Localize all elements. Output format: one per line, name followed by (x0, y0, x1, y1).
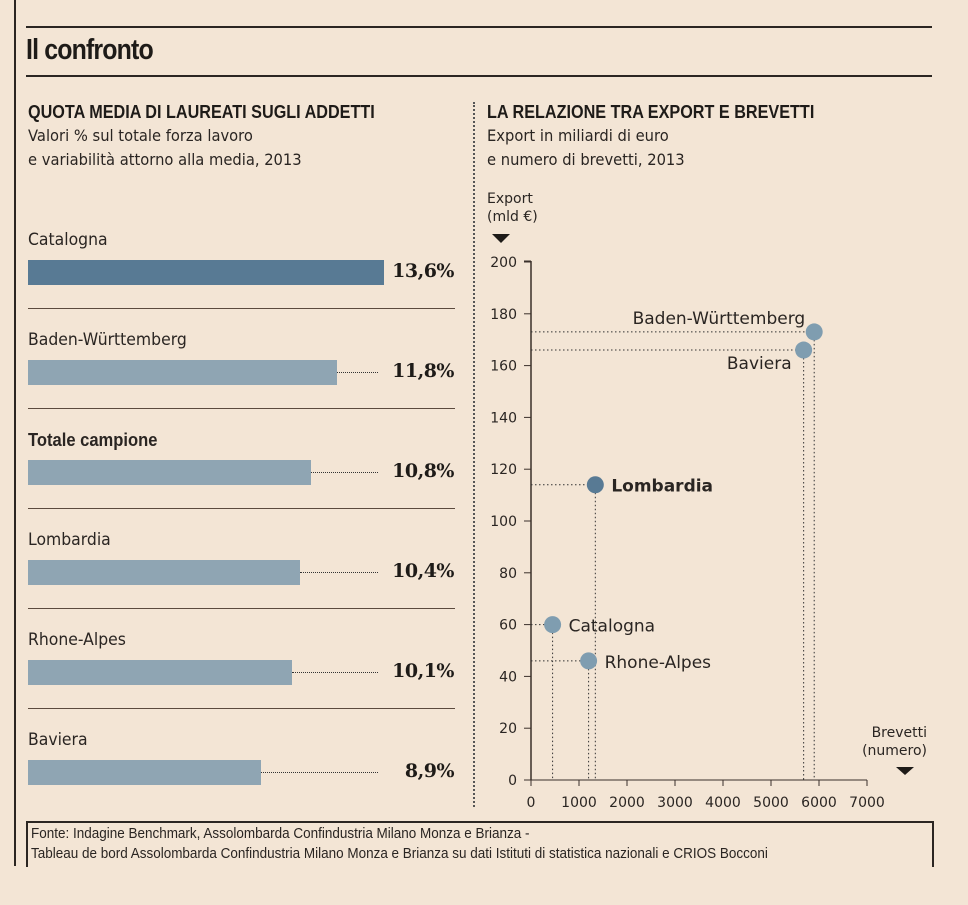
y-tick-label: 140 (490, 410, 517, 426)
bar-label-rhone-alpes: Rhone-Alpes (28, 630, 126, 650)
y-tick-label: 180 (490, 307, 517, 323)
bar-label-catalogna: Catalogna (28, 230, 108, 250)
page-title: Il confronto (26, 34, 154, 66)
point-rhone-alpes (580, 652, 598, 670)
x-tick-label: 1000 (561, 795, 597, 811)
x-tick-label: 6000 (801, 795, 837, 811)
x-tick-label: 3000 (657, 795, 693, 811)
row-separator (28, 508, 455, 509)
x-tick-label: 7000 (849, 795, 885, 811)
variability-line-totale-campione (310, 472, 378, 473)
y-tick-label: 160 (490, 359, 517, 375)
variability-line-baviera (260, 772, 378, 773)
row-separator (28, 608, 455, 609)
y-tick-label: 0 (508, 773, 517, 789)
y-tick-label: 40 (499, 669, 517, 685)
bar-value-lombardia: 10,4% (392, 560, 454, 582)
point-label-rhone-alpes: Rhone-Alpes (605, 653, 712, 673)
point-label-lombardia: Lombardia (611, 477, 713, 497)
point-baden-w-rttemberg (805, 323, 823, 341)
point-label-baviera: Baviera (727, 354, 792, 374)
bar-chart-subtitle-1: Valori % sul totale forza lavoro (28, 126, 253, 145)
bar-baviera (28, 760, 261, 785)
title-rule (26, 75, 932, 77)
bar-value-baviera: 8,9% (404, 760, 455, 782)
bar-baden-w-rttemberg (28, 360, 337, 385)
x-tick-label: 4000 (705, 795, 741, 811)
row-separator (28, 408, 455, 409)
bar-label-lombardia: Lombardia (28, 530, 111, 550)
panel-divider (473, 102, 475, 807)
y-axis-label: (mld €) (487, 209, 538, 225)
x-tick-label: 0 (527, 795, 536, 811)
x-axis-label: Brevetti (872, 725, 927, 741)
point-lombardia (586, 476, 604, 494)
source-box (26, 821, 934, 867)
bar-label-baden-w-rttemberg: Baden-Württemberg (28, 330, 187, 350)
bar-value-totale-campione: 10,8% (392, 460, 454, 482)
scatter-chart-title: LA RELAZIONE TRA EXPORT E BREVETTI (487, 102, 815, 122)
row-separator (28, 308, 455, 309)
x-axis-label: (numero) (862, 743, 927, 759)
bar-label-totale-campione: Totale campione (28, 430, 158, 450)
point-label-baden-w-rttemberg: Baden-Württemberg (633, 309, 806, 329)
bar-lombardia (28, 560, 301, 585)
variability-line-lombardia (300, 572, 378, 573)
point-catalogna (544, 616, 562, 634)
scatter-chart: Export (mld €) 0 20 40 60 80 100 120 140 160 180 200… (487, 191, 927, 811)
bar-label-baviera: Baviera (28, 730, 88, 750)
top-rule (26, 26, 932, 28)
y-axis-label: Export (487, 191, 533, 207)
scatter-chart-subtitle-1: Export in miliardi di euro (487, 126, 669, 145)
y-tick-label: 60 (499, 618, 517, 634)
bar-chart-subtitle-2: e variabilità attorno alla media, 2013 (28, 150, 302, 169)
source-line-1: Fonte: Indagine Benchmark, Assolombarda … (31, 826, 530, 842)
y-tick-label: 20 (499, 721, 517, 737)
bar-value-rhone-alpes: 10,1% (392, 660, 454, 682)
row-separator (28, 708, 455, 709)
source-line-2: Tableau de bord Assolombarda Confindustr… (31, 846, 768, 862)
y-tick-label: 80 (499, 566, 517, 582)
y-tick-label: 120 (490, 462, 517, 478)
scatter-chart-subtitle-2: e numero di brevetti, 2013 (487, 150, 685, 169)
point-label-catalogna: Catalogna (569, 617, 655, 637)
y-tick-label: 200 (490, 255, 517, 271)
y-tick-label: 100 (490, 514, 517, 530)
x-axis-arrow-icon (896, 767, 914, 775)
variability-line-baden-w-rttemberg (336, 372, 378, 373)
bar-value-baden-w-rttemberg: 11,8% (392, 360, 454, 382)
y-axis-arrow-icon (492, 234, 510, 243)
bar-totale-campione (28, 460, 311, 485)
variability-line-rhone-alpes (292, 672, 378, 673)
bar-rhone-alpes (28, 660, 293, 685)
bar-catalogna (28, 260, 384, 285)
bar-value-catalogna: 13,6% (392, 260, 454, 282)
bar-chart-title: QUOTA MEDIA DI LAUREATI SUGLI ADDETTI (28, 102, 375, 122)
page-left-rule (14, 0, 16, 866)
x-tick-label: 2000 (609, 795, 645, 811)
point-baviera (795, 341, 813, 359)
x-tick-label: 5000 (753, 795, 789, 811)
